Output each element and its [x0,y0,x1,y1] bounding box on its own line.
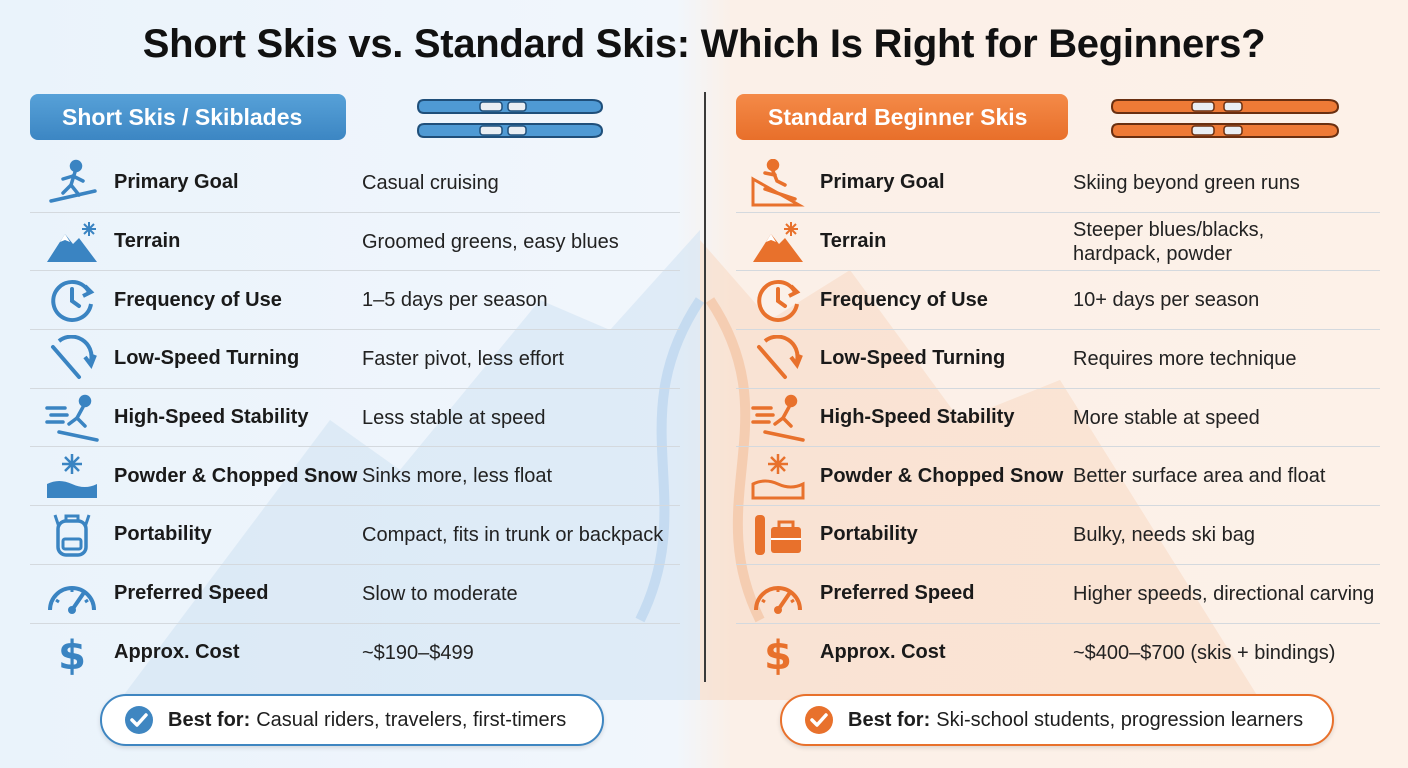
backpack-icon [30,506,114,564]
speedometer-icon [30,565,114,623]
dollar-icon: $ [30,624,114,682]
svg-text:$: $ [764,633,792,677]
svg-text:$: $ [58,633,86,677]
turn-arrow-icon [736,330,820,388]
standard-skis-comparison-list: Primary Goal Skiing beyond green runs Te… [736,154,1380,682]
list-item: Primary Goal Casual cruising [30,154,680,213]
list-item: Preferred Speed Slow to moderate [30,565,680,624]
skier-slope-icon [736,154,820,212]
skier-icon [30,154,114,212]
list-item: Low-Speed Turning Requires more techniqu… [736,330,1380,389]
list-item: Low-Speed Turning Faster pivot, less eff… [30,330,680,389]
turn-arrow-icon [30,330,114,388]
orange-skis-icon [1110,99,1340,138]
check-circle-icon [805,706,833,734]
short-skis-comparison-list: Primary Goal Casual cruising Terrain Gro… [30,154,680,682]
ski-bag-luggage-icon [736,506,820,564]
standard-skis-best-for-badge: Best for: Ski-school students, progressi… [780,694,1334,746]
list-item: $ Approx. Cost ~$190–$499 [30,624,680,683]
list-item: Terrain Steeper blues/blacks, hardpack, … [736,213,1380,272]
list-item: Preferred Speed Higher speeds, direction… [736,565,1380,624]
mountain-snowflake-icon [736,213,820,271]
standard-skis-panel: Standard Beginner Skis Primary Goal Skii… [736,94,1408,677]
short-skis-best-for-badge: Best for: Casual riders, travelers, firs… [100,694,604,746]
list-item: Powder & Chopped Snow Sinks more, less f… [30,447,680,507]
speedometer-icon [736,565,820,623]
clock-icon [736,271,820,329]
list-item: High-Speed Stability Less stable at spee… [30,389,680,448]
snowflake-powder-icon [30,447,114,505]
short-skis-panel: Short Skis / Skiblades Primary Goal Casu… [30,94,702,677]
speeding-skier-icon [736,389,820,447]
snowflake-powder-icon [736,447,820,505]
list-item: $ Approx. Cost ~$400–$700 (skis + bindin… [736,624,1380,683]
list-item: Frequency of Use 1–5 days per season [30,271,680,331]
list-item: Frequency of Use 10+ days per season [736,271,1380,331]
list-item: Terrain Groomed greens, easy blues [30,213,680,272]
blue-skis-icon [416,99,604,138]
list-item: High-Speed Stability More stable at spee… [736,389,1380,448]
page-title: Short Skis vs. Standard Skis: Which Is R… [142,22,1266,66]
short-skis-heading: Short Skis / Skiblades [30,94,346,140]
list-item: Portability Compact, fits in trunk or ba… [30,506,680,565]
mountain-snowflake-icon [30,213,114,271]
list-item: Portability Bulky, needs ski bag [736,506,1380,565]
check-circle-icon [125,706,153,734]
list-item: Primary Goal Skiing beyond green runs [736,154,1380,213]
clock-icon [30,271,114,329]
standard-skis-heading: Standard Beginner Skis [736,94,1068,140]
speeding-skier-icon [30,389,114,447]
list-item: Powder & Chopped Snow Better surface are… [736,447,1380,507]
column-divider [704,92,706,682]
dollar-icon: $ [736,624,820,682]
